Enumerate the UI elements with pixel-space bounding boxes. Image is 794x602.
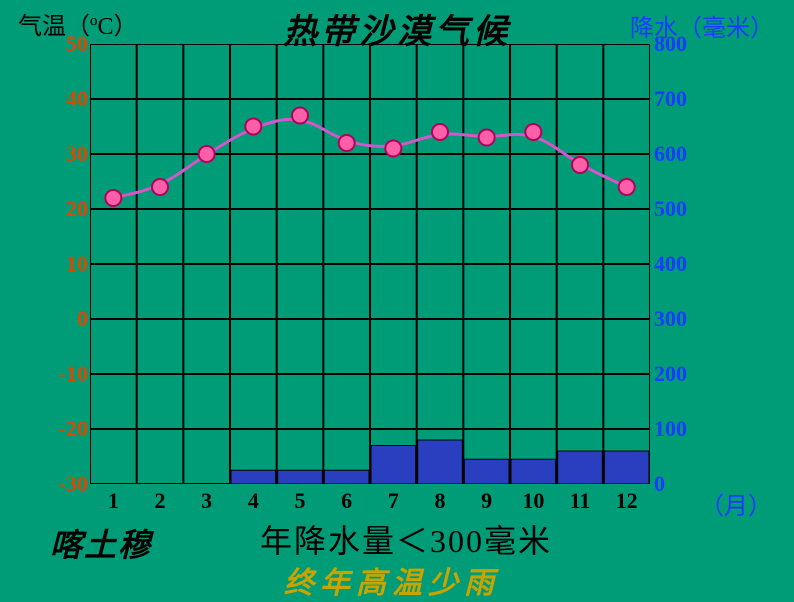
month-tick: 1 (108, 488, 119, 514)
precip-tick: 100 (654, 416, 687, 442)
temp-tick: 30 (66, 141, 88, 167)
precip-tick: 700 (654, 86, 687, 112)
month-tick: 4 (248, 488, 259, 514)
chart-svg (90, 44, 650, 484)
temp-tick: 20 (66, 196, 88, 222)
precip-tick: 400 (654, 251, 687, 277)
month-tick: 5 (295, 488, 306, 514)
precip-tick: 300 (654, 306, 687, 332)
temp-tick: 0 (77, 306, 88, 332)
temp-tick: -10 (59, 361, 88, 387)
temp-tick: 50 (66, 31, 88, 57)
month-tick: 6 (341, 488, 352, 514)
annual-precip-label: 年降水量＜300毫米 (260, 516, 552, 562)
temp-tick: 40 (66, 86, 88, 112)
precip-tick: 200 (654, 361, 687, 387)
month-tick: 11 (570, 488, 591, 514)
precip-tick: 600 (654, 141, 687, 167)
y-axis-left-ticks: 50403020100-10-20-30 (50, 36, 88, 476)
precip-tick: 800 (654, 31, 687, 57)
month-axis-label: （月） (700, 486, 772, 521)
temp-tick: -30 (59, 471, 88, 497)
month-tick: 10 (522, 488, 544, 514)
y-axis-right-ticks: 8007006005004003002001000 (654, 36, 714, 476)
month-tick: 9 (481, 488, 492, 514)
month-tick: 8 (435, 488, 446, 514)
location-label: 喀土穆 (50, 520, 152, 566)
precip-tick: 0 (654, 471, 665, 497)
month-tick: 7 (388, 488, 399, 514)
climate-summary-label: 终年高温少雨 (284, 558, 500, 602)
temp-tick: -20 (59, 416, 88, 442)
chart-plot-area (90, 44, 650, 484)
precip-tick: 500 (654, 196, 687, 222)
x-axis-labels: 123456789101112 (90, 488, 650, 518)
month-tick: 12 (616, 488, 638, 514)
month-tick: 2 (155, 488, 166, 514)
temp-tick: 10 (66, 251, 88, 277)
month-tick: 3 (201, 488, 212, 514)
